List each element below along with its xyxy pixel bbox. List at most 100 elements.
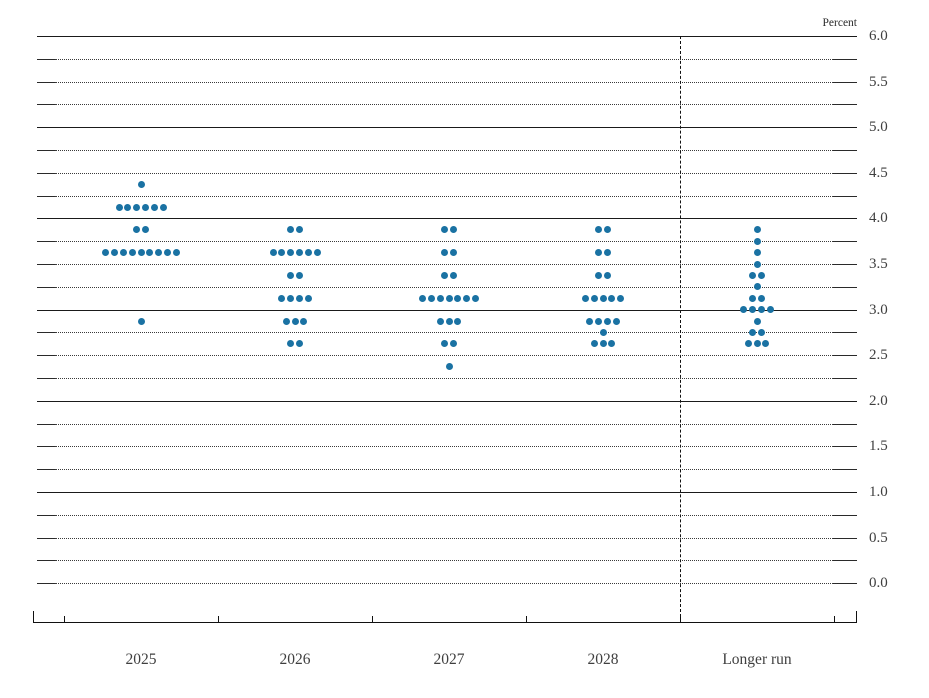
projection-dot-2028-3.625 <box>603 249 611 257</box>
projection-dot-longer-run-3.5 <box>753 260 761 268</box>
projection-dot-2027-3.125 <box>419 294 427 302</box>
x-axis-label-2026: 2026 <box>279 651 311 668</box>
projection-dot-2028-2.625 <box>590 340 598 348</box>
projection-dot-2027-2.875 <box>445 317 453 325</box>
projection-dot-2025-3.625 <box>163 249 171 257</box>
projection-dot-longer-run-2.625 <box>744 340 752 348</box>
projection-dot-2028-2.875 <box>595 317 603 325</box>
projection-dot-2027-2.875 <box>454 317 462 325</box>
x-axis-section-tick <box>526 616 527 622</box>
projection-dot-2028-3.125 <box>581 294 589 302</box>
projection-dot-2028-3.875 <box>595 226 603 234</box>
projection-dot-2026-3.625 <box>269 249 277 257</box>
y-axis-label-2.5: 2.5 <box>869 347 888 364</box>
projection-dot-2026-3.375 <box>295 271 303 279</box>
projection-dot-2027-3.125 <box>471 294 479 302</box>
projection-dot-longer-run-3.875 <box>753 226 761 234</box>
projection-dot-2028-2.625 <box>608 340 616 348</box>
projection-dot-2026-3.625 <box>287 249 295 257</box>
projection-dot-2028-3.125 <box>599 294 607 302</box>
projection-dot-longer-run-2.625 <box>762 340 770 348</box>
projection-dot-longer-run-2.75 <box>749 328 757 336</box>
projection-dot-2025-4.125 <box>141 203 149 211</box>
projection-dot-2027-2.625 <box>441 340 449 348</box>
projection-dot-2028-3.125 <box>608 294 616 302</box>
projection-dot-2028-2.875 <box>603 317 611 325</box>
projection-dot-longer-run-2.625 <box>753 340 761 348</box>
projection-dot-2026-2.625 <box>287 340 295 348</box>
projection-dot-longer-run-2.875 <box>753 317 761 325</box>
projection-dot-longer-run-3 <box>749 306 757 314</box>
projection-dot-2025-3.625 <box>155 249 163 257</box>
projection-dot-2025-4.125 <box>124 203 132 211</box>
projection-dot-2027-3.625 <box>441 249 449 257</box>
projection-dot-2025-3.625 <box>102 249 110 257</box>
projection-dot-2026-3.875 <box>287 226 295 234</box>
projection-dot-2026-3.125 <box>304 294 312 302</box>
projection-dot-2026-3.125 <box>278 294 286 302</box>
projection-dot-2028-3.625 <box>595 249 603 257</box>
x-axis-section-tick <box>680 616 681 622</box>
longer-run-separator-line <box>680 36 681 622</box>
projection-dot-2027-3.875 <box>449 226 457 234</box>
y-axis-label-3.5: 3.5 <box>869 256 888 272</box>
x-axis-line <box>33 622 857 623</box>
projection-dot-longer-run-3 <box>740 306 748 314</box>
projection-dot-2025-3.875 <box>141 226 149 234</box>
projection-dot-2027-2.875 <box>436 317 444 325</box>
y-axis-label-1.5: 1.5 <box>869 438 888 455</box>
y-axis-label-3.0: 3.0 <box>869 301 888 318</box>
x-axis-section-tick <box>64 616 65 622</box>
x-axis-label-2027: 2027 <box>433 651 465 668</box>
projection-dot-2025-4.125 <box>133 203 141 211</box>
y-axis-label-6.0: 6.0 <box>869 28 888 44</box>
x-axis-section-tick <box>372 616 373 622</box>
projection-dot-2028-2.875 <box>612 317 620 325</box>
projection-dot-2027-3.125 <box>445 294 453 302</box>
projection-dot-2028-3.125 <box>617 294 625 302</box>
x-axis-endcap <box>33 611 34 622</box>
projection-dot-2026-2.875 <box>300 317 308 325</box>
projection-dot-2027-3.875 <box>441 226 449 234</box>
projection-dot-2027-3.375 <box>441 271 449 279</box>
projection-dot-2027-3.625 <box>449 249 457 257</box>
projection-dot-longer-run-3.375 <box>757 271 765 279</box>
projection-dot-2025-4.125 <box>115 203 123 211</box>
projection-dot-2025-4.125 <box>159 203 167 211</box>
y-axis-label-4.5: 4.5 <box>869 164 888 181</box>
projection-dot-2027-3.125 <box>436 294 444 302</box>
plot-area <box>37 36 857 585</box>
projection-dot-2025-3.625 <box>172 249 180 257</box>
projection-dot-2026-3.375 <box>287 271 295 279</box>
projection-dot-2025-3.875 <box>133 226 141 234</box>
projection-dot-2027-2.625 <box>449 340 457 348</box>
projection-dot-2025-3.625 <box>137 249 145 257</box>
projection-dot-2027-3.375 <box>449 271 457 279</box>
y-axis-label-1.0: 1.0 <box>869 484 888 500</box>
projection-dot-2027-3.125 <box>454 294 462 302</box>
projection-dot-2025-4.375 <box>137 180 145 188</box>
y-axis-label-4.0: 4.0 <box>869 210 888 227</box>
projection-dot-longer-run-3.125 <box>757 294 765 302</box>
projection-dot-longer-run-3 <box>757 306 765 314</box>
projection-dot-2026-3.625 <box>304 249 312 257</box>
projection-dot-2025-3.625 <box>128 249 136 257</box>
y-axis-label-0.5: 0.5 <box>869 529 888 546</box>
projection-dot-2026-3.625 <box>313 249 321 257</box>
projection-dot-2028-3.375 <box>595 271 603 279</box>
projection-dot-longer-run-2.75 <box>757 328 765 336</box>
y-axis-label-0.0: 0.0 <box>869 575 888 592</box>
projection-dot-2026-3.125 <box>295 294 303 302</box>
projection-dot-2025-3.625 <box>146 249 154 257</box>
projection-dot-2026-3.625 <box>295 249 303 257</box>
projection-dot-2028-3.125 <box>590 294 598 302</box>
y-axis-label-5.5: 5.5 <box>869 73 888 90</box>
projection-dot-2026-2.875 <box>291 317 299 325</box>
y-axis-label-5.0: 5.0 <box>869 119 888 136</box>
projection-dot-2027-3.125 <box>463 294 471 302</box>
projection-dot-longer-run-3.75 <box>753 237 761 245</box>
projection-dot-longer-run-3.25 <box>753 283 761 291</box>
projection-dot-2026-2.625 <box>295 340 303 348</box>
projection-dot-2025-2.875 <box>137 317 145 325</box>
projection-dot-2026-2.875 <box>282 317 290 325</box>
